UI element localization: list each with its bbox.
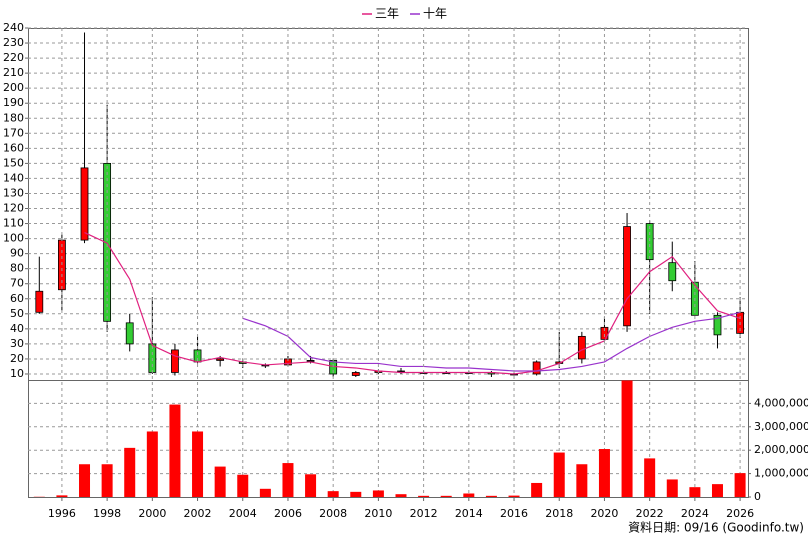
y-tick-label: 230 <box>3 36 24 49</box>
x-tick-label: 2012 <box>410 507 438 520</box>
volume-bar <box>79 464 91 497</box>
y-tick-label: 10 <box>10 367 24 380</box>
x-tick-label: 1998 <box>93 507 121 520</box>
candle-body <box>713 314 722 336</box>
x-tick-label: 2014 <box>455 507 483 520</box>
y-tick-label: 220 <box>3 51 24 64</box>
y-tick-label: 150 <box>3 156 24 169</box>
legend: 三年 十年 <box>362 7 447 21</box>
volume-bar <box>711 484 723 497</box>
volume-bar <box>440 495 452 497</box>
volume-bar <box>689 487 701 497</box>
volume-bar <box>192 431 204 497</box>
x-tick-label: 2018 <box>545 507 573 520</box>
volume-bar <box>485 495 497 497</box>
candle-body <box>216 358 225 361</box>
candle-body <box>103 162 112 322</box>
volume-bar <box>576 464 588 497</box>
y-tick-label: 90 <box>10 247 24 260</box>
y-tick-label: 80 <box>10 262 24 275</box>
candle-body <box>532 361 541 375</box>
y-tick-label: 20 <box>10 352 24 365</box>
y-tick-label: 40 <box>10 322 24 335</box>
volume-bar <box>734 473 746 497</box>
volume-bar <box>621 380 633 497</box>
candle-body <box>645 223 654 261</box>
x-tick-label: 2022 <box>636 507 664 520</box>
legend-label: 十年 <box>423 7 447 21</box>
y-tick-label: 50 <box>10 307 24 320</box>
candle-body <box>80 167 89 241</box>
candle-body <box>171 349 179 373</box>
y-tick-label: 210 <box>3 66 24 79</box>
volume-bar <box>350 491 362 497</box>
candle-body <box>306 360 315 362</box>
y-tick-label: 120 <box>3 202 24 215</box>
volume-bar <box>598 449 610 497</box>
x-tick-label: 2010 <box>364 507 392 520</box>
volume-bar <box>553 452 565 497</box>
candle-body <box>577 335 586 360</box>
y-tick-label: 70 <box>10 277 24 290</box>
volume-panel <box>28 380 749 498</box>
volume-bar <box>259 488 271 497</box>
volume-bar <box>531 482 543 497</box>
x-tick-label: 1996 <box>48 507 76 520</box>
volume-bar <box>644 458 656 497</box>
ma-line <box>84 232 741 375</box>
volume-bar <box>237 474 249 497</box>
volume-bar <box>56 495 68 497</box>
candle-body <box>623 226 631 327</box>
y-tick-label: 1,000,000 <box>754 467 808 480</box>
candle-body <box>125 322 134 345</box>
x-tick-label: 2016 <box>500 507 528 520</box>
volume-bar <box>395 494 407 497</box>
y-tick-label: 200 <box>3 81 24 94</box>
y-tick-label: 3,000,000 <box>754 420 808 433</box>
volume-bar <box>214 466 226 497</box>
volume-bar <box>101 464 113 497</box>
volume-bar <box>327 491 339 497</box>
volume-bar <box>666 479 678 497</box>
legend-label: 三年 <box>375 7 399 21</box>
x-tick-label: 2020 <box>590 507 618 520</box>
footnote: 資料日期: 09/16 (Goodinfo.tw) <box>628 521 804 535</box>
y-tick-label: 100 <box>3 232 24 245</box>
y-tick-label: 60 <box>10 292 24 305</box>
y-tick-label: 160 <box>3 141 24 154</box>
x-tick-label: 2004 <box>229 507 257 520</box>
volume-bar <box>463 493 475 497</box>
y-tick-label: 130 <box>3 186 24 199</box>
candle-body <box>35 290 44 313</box>
x-tick-label: 2006 <box>274 507 302 520</box>
volume-bar <box>305 474 317 497</box>
y-tick-label: 240 <box>3 21 24 34</box>
y-tick-label: 110 <box>3 217 24 230</box>
candle-body <box>668 262 677 282</box>
x-tick-label: 2024 <box>681 507 709 520</box>
volume-bar <box>418 495 430 497</box>
x-tick-label: 2000 <box>138 507 166 520</box>
volume-bar <box>146 431 158 497</box>
volume-bar <box>169 404 181 497</box>
y-tick-label: 180 <box>3 111 24 124</box>
y-tick-label: 30 <box>10 337 24 350</box>
y-tick-label: 140 <box>3 171 24 184</box>
y-tick-label: 190 <box>3 96 24 109</box>
price-panel <box>28 28 749 381</box>
volume-bar <box>124 447 136 497</box>
y-tick-label: 170 <box>3 126 24 139</box>
ma-line <box>242 311 741 372</box>
y-tick-label: 0 <box>754 490 761 503</box>
y-tick-label: 4,000,000 <box>754 396 808 409</box>
x-tick-label: 2002 <box>184 507 212 520</box>
volume-bar <box>508 495 520 497</box>
volume-bar <box>372 490 384 497</box>
y-tick-label: 2,000,000 <box>754 443 808 456</box>
x-tick-label: 2026 <box>726 507 754 520</box>
volume-bar <box>282 463 294 497</box>
x-tick-label: 2008 <box>319 507 347 520</box>
candle-body <box>351 372 360 376</box>
